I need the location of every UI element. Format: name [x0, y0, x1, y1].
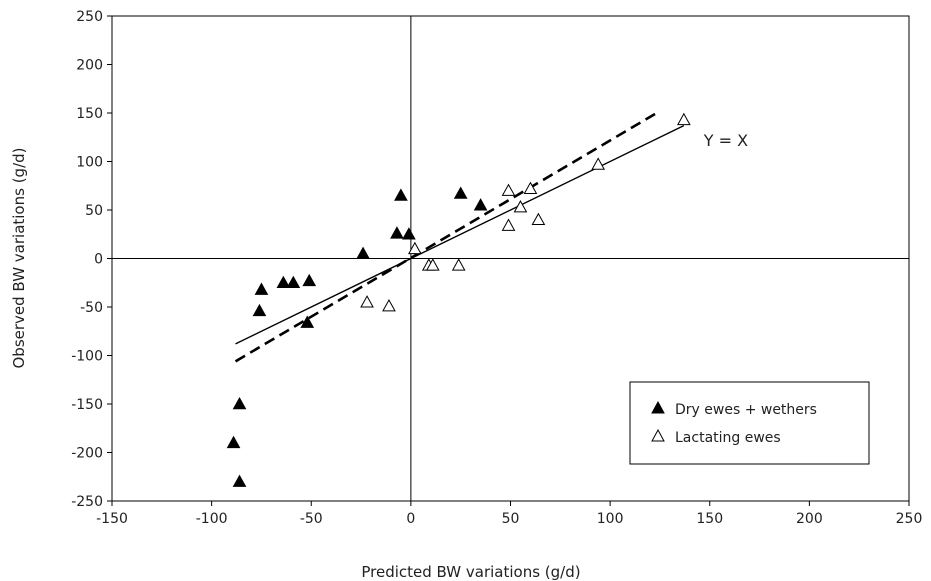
point-lactating-ewes: [425, 258, 440, 271]
y-tick-label: -150: [71, 397, 103, 413]
point-dry-ewes: [252, 303, 267, 317]
point-lactating-ewes: [382, 299, 396, 312]
point-dry-ewes: [286, 275, 301, 289]
point-dry-ewes: [394, 188, 408, 201]
point-dry-ewes: [226, 435, 241, 449]
point-dry-ewes: [453, 186, 468, 199]
point-lactating-ewes: [408, 241, 422, 255]
point-dry-ewes: [302, 273, 317, 287]
point-lactating-ewes: [501, 183, 516, 196]
point-dry-ewes: [254, 282, 269, 295]
y-tick-label: 200: [76, 58, 103, 74]
dashed-regression-line: [234, 109, 661, 363]
x-tick-label: 0: [406, 511, 415, 527]
point-lactating-ewes: [676, 112, 691, 126]
y-tick-label: -200: [71, 446, 103, 462]
y-tick-label: 50: [85, 203, 103, 219]
point-lactating-ewes: [591, 157, 606, 170]
y-axis-ticks: -250 -200 -150 -100 -50 0 50 100 150 200 250: [71, 9, 112, 510]
legend-label-dry-ewes: Dry ewes + wethers: [675, 402, 817, 418]
y-tick-label: 250: [76, 9, 103, 25]
point-dry-ewes: [402, 227, 416, 240]
y-tick-label: 0: [94, 252, 103, 268]
legend-label-lactating-ewes: Lactating ewes: [675, 430, 781, 446]
x-axis-ticks: -150 -100 -50 0 50 100 150 200 250: [96, 501, 922, 527]
y-tick-label: 150: [76, 106, 103, 122]
x-tick-label: 100: [597, 511, 624, 527]
point-lactating-ewes: [360, 295, 374, 308]
x-tick-label: 150: [696, 511, 723, 527]
point-lactating-ewes: [513, 200, 528, 213]
legend: Dry ewes + wethers Lactating ewes: [629, 381, 870, 465]
point-dry-ewes: [300, 315, 315, 328]
point-lactating-ewes: [501, 218, 516, 231]
legend-marker-lactating-ewes: [651, 428, 665, 442]
point-dry-ewes: [232, 396, 247, 410]
legend-marker-dry-ewes: [651, 400, 665, 414]
y-tick-label: -100: [71, 349, 103, 365]
point-dry-ewes: [276, 275, 291, 289]
legend-box: [629, 381, 870, 465]
y-tick-label: 100: [76, 155, 103, 171]
y-tick-label: -50: [80, 300, 103, 316]
x-tick-label: -150: [96, 511, 128, 527]
x-axis-title: Predicted BW variations (g/d): [361, 563, 580, 581]
fit-lines: [234, 109, 685, 363]
point-lactating-ewes: [531, 212, 546, 225]
point-dry-ewes: [356, 246, 370, 259]
y-axis-title: Observed BW variations (g/d): [10, 147, 28, 368]
x-tick-label: 250: [896, 511, 923, 527]
x-tick-label: -100: [196, 511, 228, 527]
point-lactating-ewes: [523, 181, 538, 194]
point-dry-ewes: [390, 226, 404, 239]
point-dry-ewes: [232, 474, 247, 487]
x-tick-label: 200: [796, 511, 823, 527]
y-tick-label: -250: [71, 494, 103, 510]
x-tick-label: -50: [300, 511, 323, 527]
data-points: [226, 112, 691, 487]
x-tick-label: 50: [502, 511, 520, 527]
identity-line: [235, 124, 685, 345]
point-lactating-ewes: [451, 258, 466, 271]
annotation-y-equals-x: Y = X: [703, 131, 748, 150]
point-dry-ewes: [473, 198, 488, 211]
